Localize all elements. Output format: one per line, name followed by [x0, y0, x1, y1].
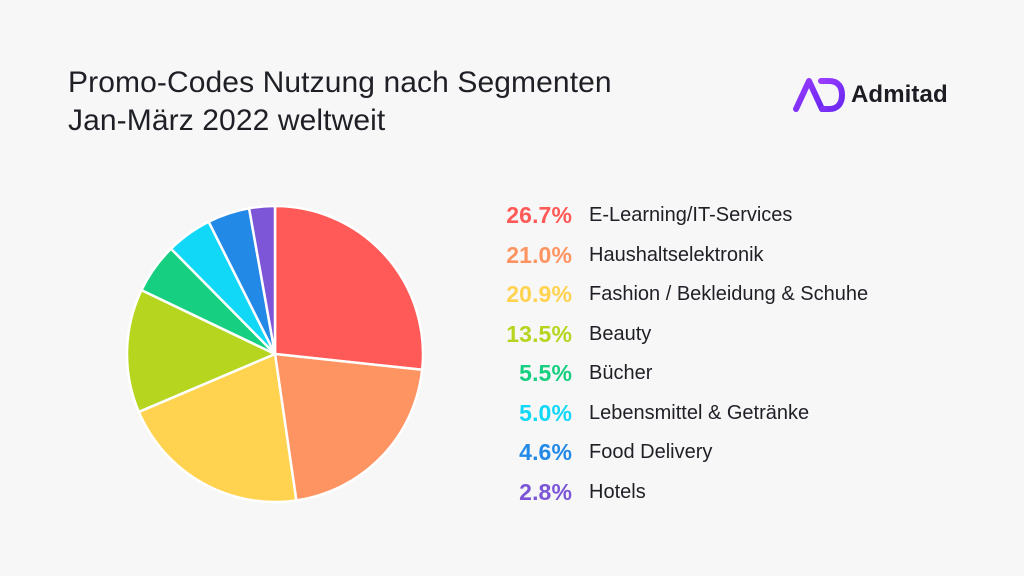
legend: 26.7% E-Learning/IT-Services 21.0% Haushalt… — [476, 196, 976, 512]
pie-slice-8 — [247, 204, 277, 356]
legend-label: E-Learning/IT-Services — [589, 204, 793, 227]
legend-value: 26.7% — [506, 202, 572, 229]
legend-item: 5.5% Bücher — [476, 354, 976, 394]
legend-label: Haushaltselektronik — [589, 243, 764, 266]
logo-text: Admitad — [851, 81, 948, 108]
legend-value: 2.8% — [519, 478, 572, 505]
legend-label: Fashion / Bekleidung & Schuhe — [589, 283, 869, 306]
legend-label: Bücher — [589, 362, 653, 385]
pie-chart-svg — [125, 204, 425, 504]
pie-slice-1 — [273, 204, 425, 372]
admitad-logo-icon — [793, 78, 845, 112]
pie-chart — [112, 195, 432, 515]
legend-label: Food Delivery — [589, 441, 713, 464]
legend-value: 20.9% — [506, 281, 572, 308]
legend-item: 13.5% Beauty — [476, 315, 976, 355]
legend-item: 5.0% Lebensmittel & Getränke — [476, 394, 976, 434]
pie-slice-3 — [137, 352, 298, 504]
legend-value: 21.0% — [506, 241, 572, 268]
legend-item: 2.8% Hotels — [476, 473, 976, 513]
legend-label: Lebensmittel & Getränke — [589, 401, 810, 424]
legend-value: 5.5% — [519, 360, 572, 387]
admitad-logo: Admitad — [793, 76, 948, 114]
pie-slice-4 — [125, 288, 277, 414]
legend-value: 13.5% — [506, 320, 572, 347]
legend-item: 4.6% Food Delivery — [476, 433, 976, 473]
chart-title: Promo-Codes Nutzung nach Segmenten Jan-M… — [68, 64, 728, 140]
legend-item: 21.0% Haushaltselektronik — [476, 236, 976, 276]
chart-title-line-1: Promo-Codes Nutzung nach Segmenten — [68, 66, 612, 99]
legend-value: 4.6% — [519, 439, 572, 466]
legend-item: 20.9% Fashion / Bekleidung & Schuhe — [476, 275, 976, 315]
pie-slice-2 — [273, 352, 424, 502]
legend-item: 26.7% E-Learning/IT-Services — [476, 196, 976, 236]
chart-title-line-2: Jan-März 2022 weltweit — [68, 104, 386, 137]
legend-value: 5.0% — [519, 399, 572, 426]
legend-label: Hotels — [589, 480, 646, 503]
legend-label: Beauty — [589, 322, 652, 345]
